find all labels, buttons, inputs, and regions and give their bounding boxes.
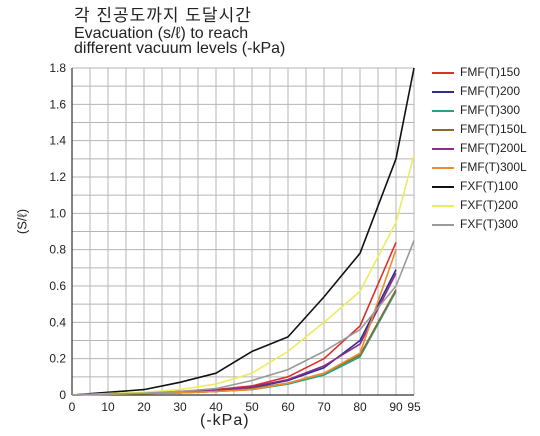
x-tick-label: 60 bbox=[281, 400, 295, 414]
legend-swatch bbox=[432, 110, 454, 112]
y-tick-label: 0 bbox=[59, 388, 66, 402]
x-tick-label: 20 bbox=[137, 400, 151, 414]
chart-title-korean: 각 진공도까지 도달시간 bbox=[74, 6, 252, 25]
legend-swatch bbox=[432, 205, 454, 207]
y-tick-label: 1.2 bbox=[49, 170, 66, 184]
legend-label: FXF(T)100 bbox=[460, 179, 519, 193]
x-axis-label: (-kPa) bbox=[200, 412, 250, 429]
y-tick-label: 0.8 bbox=[49, 243, 66, 257]
legend-swatch bbox=[432, 148, 454, 150]
legend-swatch bbox=[432, 91, 454, 93]
legend-swatch bbox=[432, 167, 454, 169]
series-line bbox=[71, 240, 415, 396]
y-tick-label: 0.2 bbox=[49, 352, 66, 366]
x-tick-label: 50 bbox=[245, 400, 259, 414]
x-tick-label: 95 bbox=[407, 400, 421, 414]
legend-label: FXF(T)200 bbox=[460, 198, 519, 212]
y-tick-label: 1.8 bbox=[49, 61, 66, 75]
legend-label: FMF(T)300 bbox=[460, 103, 520, 117]
legend-swatch bbox=[432, 129, 454, 131]
legend-label: FMF(T)300L bbox=[460, 160, 527, 174]
y-tick-label: 1.4 bbox=[49, 134, 66, 148]
x-tick-label: 0 bbox=[69, 400, 76, 414]
x-tick-label: 70 bbox=[317, 400, 331, 414]
legend-label: FMF(T)150 bbox=[460, 65, 520, 79]
legend-label: FXF(T)300 bbox=[460, 217, 519, 231]
legend-label: FMF(T)200L bbox=[460, 141, 527, 155]
chart-title-english-line1: Evacuation (s/ℓ) to reach bbox=[74, 25, 249, 42]
x-tick-label: 80 bbox=[353, 400, 367, 414]
legend-label: FMF(T)200 bbox=[460, 84, 520, 98]
chart-title-english: Evacuation (s/ℓ) to reach different vacu… bbox=[74, 25, 374, 57]
x-tick-label: 40 bbox=[209, 400, 223, 414]
y-tick-label: 0.4 bbox=[49, 315, 66, 329]
series-line bbox=[71, 67, 415, 396]
chart-title-english-line2: different vacuum levels (-kPa) bbox=[74, 40, 286, 57]
x-tick-label: 10 bbox=[101, 400, 115, 414]
y-tick-label: 1.6 bbox=[49, 97, 66, 111]
y-axis-label: (S/ℓ) bbox=[14, 208, 30, 235]
legend-label: FMF(T)150L bbox=[460, 122, 527, 136]
x-tick-label: 90 bbox=[389, 400, 403, 414]
legend-swatch bbox=[432, 72, 454, 74]
y-tick-label: 1.0 bbox=[49, 206, 66, 220]
legend-swatch bbox=[432, 224, 454, 226]
y-tick-label: 0.6 bbox=[49, 279, 66, 293]
x-tick-label: 30 bbox=[173, 400, 187, 414]
legend-swatch bbox=[432, 186, 454, 188]
